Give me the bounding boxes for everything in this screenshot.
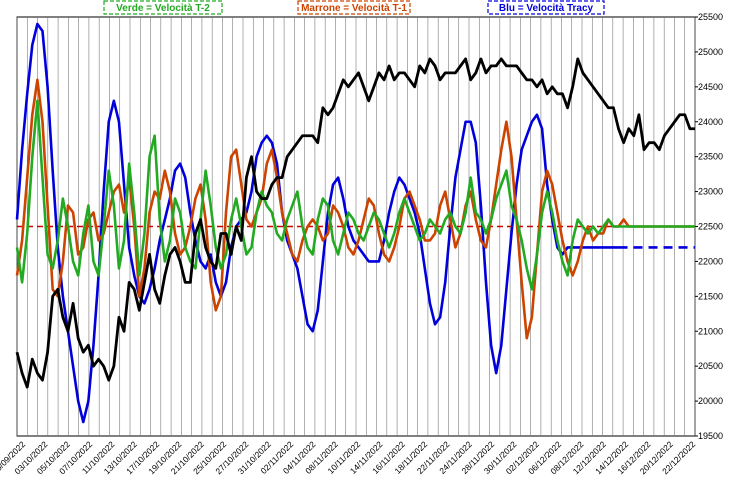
y-tick-label: 23500 — [698, 152, 723, 162]
legend-box — [297, 0, 411, 15]
x-axis: 29/09/202203/10/202205/10/202207/10/2022… — [0, 439, 697, 476]
y-tick-label: 24500 — [698, 82, 723, 92]
y-axis: 19500 20000 20500 21000 21500 22000 22500 23000… — [695, 12, 723, 441]
y-tick-label: 21000 — [698, 326, 723, 336]
series-line-green — [15, 99, 695, 291]
legend-marrone: Marrone = Velocità T-1 — [297, 0, 411, 15]
legend: Verde = Velocità T-2 Marrone = Velocità T… — [103, 0, 605, 15]
legend-blu: Blu = Velocità Tracy — [487, 0, 605, 15]
legend-box — [487, 0, 605, 15]
y-tick-label: 24000 — [698, 117, 723, 127]
y-tick-label: 20000 — [698, 396, 723, 406]
series-layer — [15, 22, 695, 424]
legend-label: Blu = Velocità Tracy — [499, 3, 594, 14]
series-line-black — [15, 57, 695, 389]
legend-label: Verde = Velocità T-2 — [116, 3, 210, 14]
y-tick-label: 25500 — [698, 12, 723, 22]
legend-box — [103, 0, 223, 15]
legend-label: Marrone = Velocità T-1 — [301, 3, 407, 14]
y-tick-label: 21500 — [698, 291, 723, 301]
series-line-blue — [15, 22, 619, 424]
y-tick-label: 19500 — [698, 431, 723, 441]
y-tick-label: 23000 — [698, 187, 723, 197]
y-tick-label: 22000 — [698, 256, 723, 266]
y-tick-label: 22500 — [698, 222, 723, 232]
y-tick-label: 25000 — [698, 47, 723, 57]
series-line-brown — [15, 78, 695, 340]
y-tick-label: 20500 — [698, 361, 723, 371]
legend-verde: Verde = Velocità T-2 — [103, 0, 223, 15]
